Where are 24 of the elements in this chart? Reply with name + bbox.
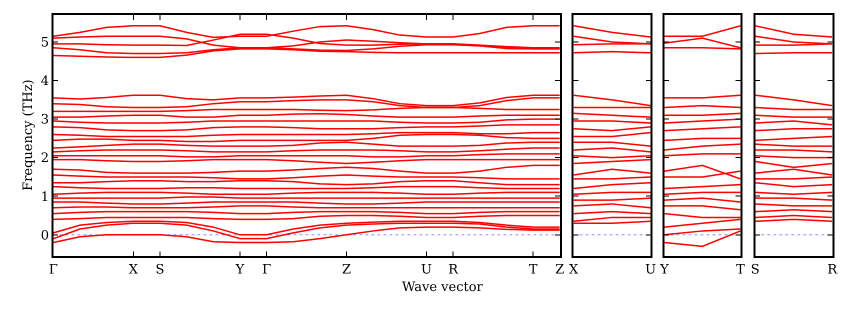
y-tick-label: 2 (40, 151, 50, 166)
y-tick-label: 1 (40, 190, 50, 205)
y-tick-label: 4 (40, 74, 50, 90)
x-tick-label: Z (555, 262, 564, 278)
x-tick-label: Y (234, 262, 245, 278)
x-tick-label: X (568, 262, 579, 278)
y-tick-label: 5 (40, 36, 50, 51)
x-tick-label: U (645, 262, 656, 278)
x-tick-label: Γ (262, 262, 272, 278)
x-tick-label: T (736, 262, 746, 278)
x-tick-label: Z (342, 262, 352, 278)
x-tick-label: R (448, 262, 460, 278)
x-tick-label: X (128, 262, 139, 278)
x-tick-label: Γ (48, 262, 58, 278)
x-tick-label: Y (659, 262, 670, 278)
x-tick-label: U (421, 262, 432, 278)
x-tick-label: S (750, 262, 760, 278)
x-axis-title: Wave vector (402, 280, 484, 295)
x-tick-label: T (528, 262, 538, 278)
y-tick-label: 3 (40, 112, 50, 128)
y-axis-title: Frequency (THz) (20, 79, 36, 191)
x-tick-label: R (827, 262, 838, 278)
y-tick-label: 0 (40, 228, 50, 244)
x-tick-label: S (156, 262, 164, 278)
